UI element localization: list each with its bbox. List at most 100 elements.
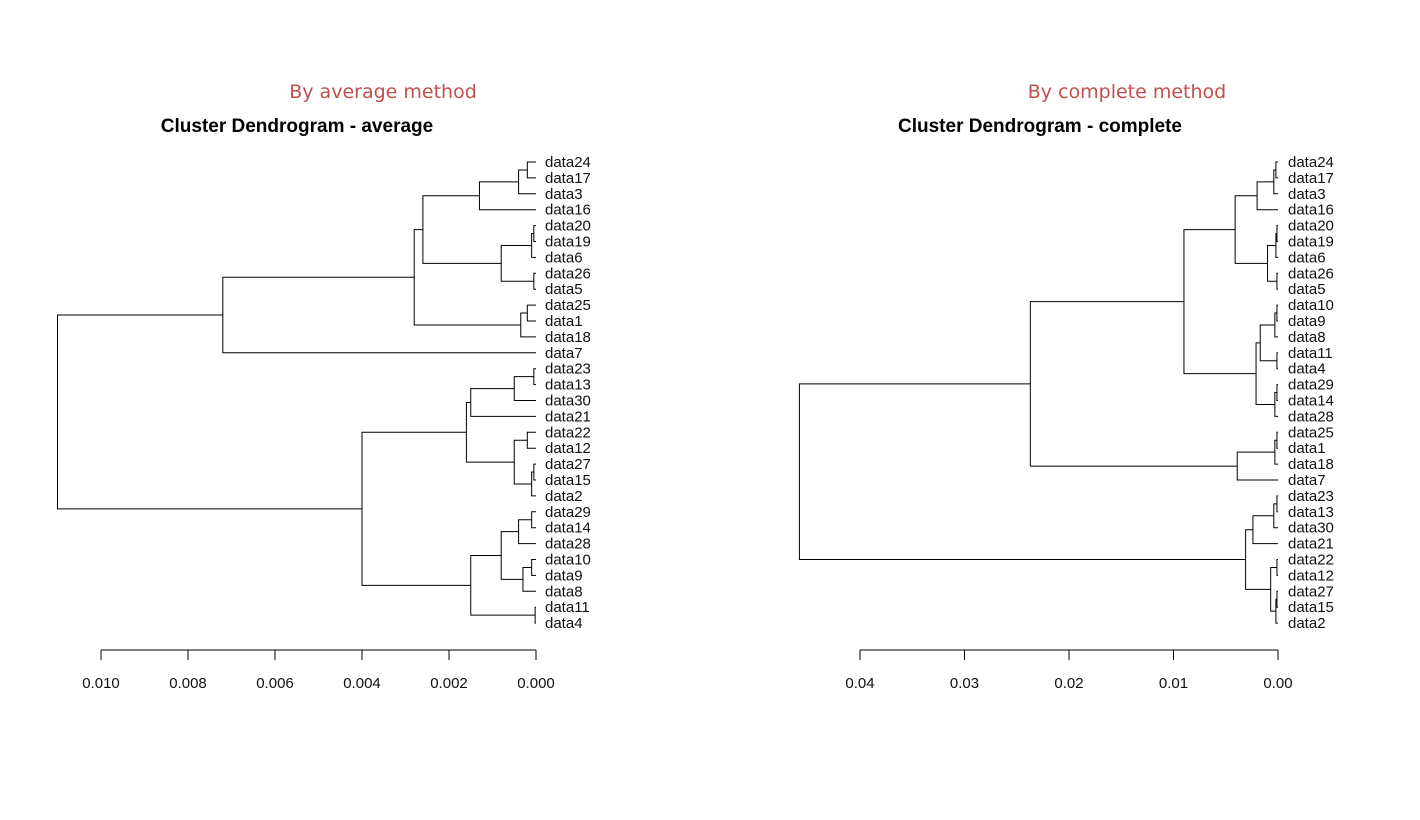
leaf-label: data15 xyxy=(545,472,591,489)
leaf-label: data25 xyxy=(1288,424,1334,441)
dendrogram-branch xyxy=(57,314,362,510)
dendrogram-branch xyxy=(518,519,536,545)
dendrogram-branch xyxy=(470,388,536,417)
dendrogram-branch xyxy=(1029,301,1238,467)
subtitle-average: By average method xyxy=(289,81,477,103)
dendrogram-complete-tree: data24data17data3data16data20data19data6… xyxy=(798,154,1334,632)
leaf-label: data23 xyxy=(545,361,591,378)
leaf-label: data5 xyxy=(545,281,583,298)
dendrogram-branch xyxy=(531,559,536,576)
leaf-label: data12 xyxy=(545,440,591,457)
dendrogram-branch xyxy=(1276,272,1278,290)
leaf-label: data9 xyxy=(1288,313,1326,330)
leaf-label: data29 xyxy=(1288,377,1334,394)
dendrogram-branch xyxy=(1276,590,1278,608)
dendrogram-branch xyxy=(1276,495,1278,513)
dendrogram-branch xyxy=(531,511,536,529)
dendrogram-branch xyxy=(533,272,536,290)
leaf-label: data19 xyxy=(1288,234,1334,251)
leaf-label: data22 xyxy=(1288,552,1334,569)
dendrogram-branch xyxy=(513,376,536,401)
x-axis-average: 0.010 0.008 0.006 0.004 0.002 0.000 xyxy=(82,649,555,692)
x-axis-complete: 0.04 0.03 0.02 0.01 0.00 xyxy=(845,649,1293,692)
leaf-label: data8 xyxy=(1288,329,1326,346)
leaf-label: data25 xyxy=(545,297,591,314)
leaf-label: data27 xyxy=(1288,583,1334,600)
leaf-label: data14 xyxy=(545,520,591,537)
dendrogram-branch xyxy=(798,383,1246,560)
leaf-label: data2 xyxy=(545,488,583,505)
dendrogram-branch xyxy=(1275,161,1278,179)
leaf-label: data5 xyxy=(1288,281,1326,298)
chart-title-complete: Cluster Dendrogram - complete xyxy=(898,116,1182,137)
leaf-label: data20 xyxy=(1288,218,1334,235)
leaf-label: data11 xyxy=(545,599,590,616)
dendrogram-branch xyxy=(1270,566,1277,612)
dendrogram-branch xyxy=(1276,384,1278,401)
leaf-label: data27 xyxy=(545,456,591,473)
leaf-label: data1 xyxy=(545,313,583,330)
leaf-label: data18 xyxy=(1288,456,1334,473)
leaf-label: data13 xyxy=(545,377,591,394)
leaf-label: data26 xyxy=(545,265,591,282)
leaf-label: data24 xyxy=(545,154,591,171)
dendrogram-branch xyxy=(526,161,536,179)
leaf-label: data28 xyxy=(1288,408,1334,425)
tick-label: 0.03 xyxy=(950,675,979,692)
tick-label: 0.02 xyxy=(1054,675,1083,692)
leaf-label: data4 xyxy=(545,615,583,632)
leaf-label: data1 xyxy=(1288,440,1326,457)
dendrogram-branch xyxy=(1276,352,1278,370)
leaf-label: data3 xyxy=(545,186,583,203)
tick-label: 0.00 xyxy=(1263,675,1292,692)
dendrogram-branch xyxy=(361,431,471,586)
leaf-label: data21 xyxy=(1288,536,1334,553)
leaf-label: data7 xyxy=(1288,472,1326,489)
dendrogram-branch xyxy=(1255,342,1275,405)
tick-label: 0.01 xyxy=(1159,675,1188,692)
dendrogram-branch xyxy=(500,531,523,580)
leaf-label: data3 xyxy=(1288,186,1326,203)
dendrogram-branch xyxy=(500,244,534,282)
dendrogram-branch xyxy=(1183,229,1257,375)
leaf-label: data26 xyxy=(1288,265,1334,282)
leaf-label: data8 xyxy=(545,583,583,600)
dendrogram-branch xyxy=(1274,439,1278,465)
leaf-label: data28 xyxy=(545,536,591,553)
dendrogram-branch xyxy=(1276,304,1278,322)
tick-label: 0.002 xyxy=(430,675,468,692)
leaf-label: data17 xyxy=(545,170,591,187)
subtitle-complete: By complete method xyxy=(1028,81,1226,103)
leaf-label: data15 xyxy=(1288,599,1334,616)
leaf-label: data30 xyxy=(1288,520,1334,537)
tick-label: 0.04 xyxy=(845,675,874,692)
dendrogram-branch xyxy=(526,304,536,322)
leaf-label: data4 xyxy=(1288,361,1326,378)
tick-label: 0.008 xyxy=(169,675,207,692)
leaf-label: data16 xyxy=(1288,202,1334,219)
dendrogram-branch xyxy=(470,555,536,616)
leaf-label: data6 xyxy=(545,249,583,266)
tick-label: 0.010 xyxy=(82,675,120,692)
dendrogram-average-tree: data24data17data3data16data20data19data6… xyxy=(57,154,591,632)
leaf-label: data21 xyxy=(545,408,591,425)
dendrogram-branch xyxy=(422,195,502,264)
leaf-label: data29 xyxy=(545,504,591,521)
dendrogram-branch xyxy=(1256,181,1278,211)
leaf-label: data7 xyxy=(545,345,583,362)
dendrogram-branch xyxy=(1276,225,1278,242)
tick-label: 0.004 xyxy=(343,675,381,692)
dendrogram-branch xyxy=(1236,451,1278,481)
dendrogram-branch xyxy=(533,225,536,242)
leaf-label: data12 xyxy=(1288,567,1334,584)
dendrogram-branch xyxy=(534,606,536,624)
tick-label: 0.006 xyxy=(256,675,294,692)
leaf-label: data30 xyxy=(545,393,591,410)
dendrogram-branch xyxy=(533,368,536,386)
dendrogram-branch xyxy=(1276,559,1278,576)
chart-title-average: Cluster Dendrogram - average xyxy=(161,116,433,137)
leaf-label: data11 xyxy=(1288,345,1333,362)
leaf-label: data16 xyxy=(545,202,591,219)
